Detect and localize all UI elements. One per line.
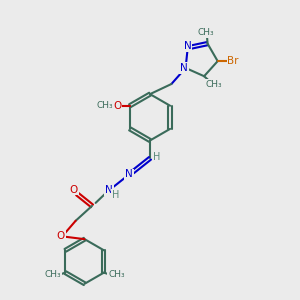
Text: H: H <box>153 152 160 162</box>
Text: CH₃: CH₃ <box>198 28 214 37</box>
Text: CH₃: CH₃ <box>44 271 61 280</box>
Text: O: O <box>113 101 122 111</box>
Text: Br: Br <box>227 56 239 66</box>
Text: O: O <box>70 184 78 194</box>
Text: N: N <box>105 185 113 195</box>
Text: H: H <box>112 190 119 200</box>
Text: N: N <box>184 41 192 51</box>
Text: CH₃: CH₃ <box>205 80 222 89</box>
Text: O: O <box>57 231 65 241</box>
Text: N: N <box>125 169 133 179</box>
Text: CH₃: CH₃ <box>97 101 113 110</box>
Text: N: N <box>180 63 188 73</box>
Text: CH₃: CH₃ <box>108 271 125 280</box>
